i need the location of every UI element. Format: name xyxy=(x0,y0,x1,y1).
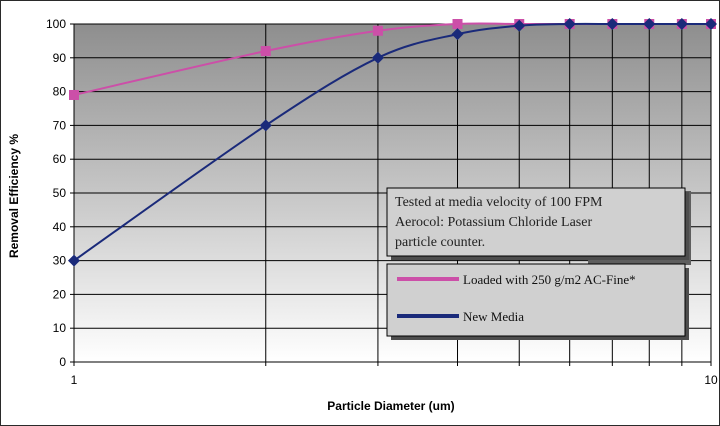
axes xyxy=(70,23,712,366)
legend-label: New Media xyxy=(463,309,524,324)
y-tick-label: 100 xyxy=(46,17,66,31)
data-point xyxy=(452,19,463,29)
annotation-panel xyxy=(386,187,686,257)
data-point xyxy=(643,18,656,30)
data-point xyxy=(259,119,272,132)
y-tick-label: 70 xyxy=(53,118,67,132)
data-point xyxy=(705,18,717,30)
y-tick-label: 40 xyxy=(53,220,67,234)
y-tick-label: 90 xyxy=(53,51,67,65)
series-layer xyxy=(68,18,717,267)
y-tick-label: 10 xyxy=(53,321,67,335)
data-point xyxy=(69,89,79,100)
y-tick-label: 30 xyxy=(53,254,67,268)
data-point xyxy=(68,254,80,267)
y-tick-label: 50 xyxy=(53,186,67,200)
data-point xyxy=(606,18,619,30)
data-point xyxy=(260,46,271,57)
data-point xyxy=(371,51,384,64)
data-point xyxy=(513,19,526,32)
annotation-line: Tested at media velocity of 100 FPM xyxy=(395,195,603,210)
annotation-line: particle counter. xyxy=(395,235,485,250)
x-axis-title: Particle Diameter (um) xyxy=(327,399,454,413)
legend-panel xyxy=(386,263,686,337)
y-tick-label: 80 xyxy=(53,85,67,99)
y-tick-label: 20 xyxy=(53,287,67,301)
annotation-box: Tested at media velocity of 100 FPM Aeroc… xyxy=(386,187,689,260)
y-tick-label: 0 xyxy=(59,355,66,369)
y-axis-title: Removal Efficiency % xyxy=(7,134,21,258)
x-tick-label: 1 xyxy=(71,373,78,387)
data-point xyxy=(372,25,383,36)
annotation-line: Aerocol: Potassium Chloride Laser xyxy=(395,215,592,230)
y-tick-label: 60 xyxy=(53,152,67,166)
legend: Loaded with 250 g/m2 AC-Fine* New Media xyxy=(386,263,689,340)
legend-label: Loaded with 250 g/m2 AC-Fine* xyxy=(463,272,636,287)
data-point xyxy=(451,28,464,41)
data-point xyxy=(563,18,576,30)
data-point xyxy=(675,18,688,30)
x-tick-label: 10 xyxy=(704,373,718,387)
